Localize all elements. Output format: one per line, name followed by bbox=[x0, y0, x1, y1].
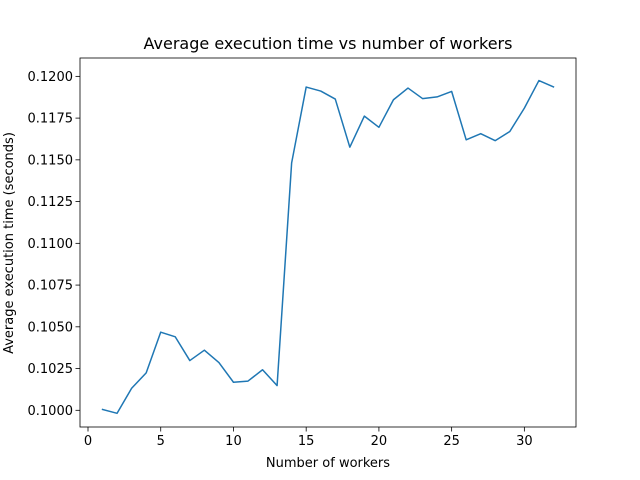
y-tick-label-4: 0.1100 bbox=[28, 237, 74, 252]
plot-area: 0 5 10 15 20 25 30 0.1000 0.1025 0.1050 0.1075 0.11… bbox=[28, 57, 577, 449]
x-tick-label-0: 0 bbox=[84, 434, 92, 449]
x-tick-label-25: 25 bbox=[443, 434, 460, 449]
chart-title: Average execution time vs number of work… bbox=[144, 34, 513, 53]
y-tick-label-7: 0.1175 bbox=[28, 112, 74, 127]
x-tick-label-20: 20 bbox=[371, 434, 388, 449]
y-tick-label-0: 0.1000 bbox=[28, 404, 74, 419]
x-tick-label-15: 15 bbox=[298, 434, 315, 449]
series-line-0 bbox=[101, 79, 555, 415]
x-tick-label-5: 5 bbox=[157, 434, 165, 449]
y-axis-label: Average execution time (seconds) bbox=[2, 132, 17, 354]
y-tick-label-5: 0.1125 bbox=[28, 195, 74, 210]
plot-frame bbox=[79, 57, 577, 428]
y-tick-label-2: 0.1050 bbox=[28, 320, 74, 335]
y-tick-label-1: 0.1025 bbox=[28, 362, 74, 377]
y-tick-label-8: 0.1200 bbox=[28, 70, 74, 85]
x-tick-label-30: 30 bbox=[516, 434, 533, 449]
x-axis-label: Number of workers bbox=[266, 456, 390, 471]
y-tick-label-6: 0.1150 bbox=[28, 153, 74, 168]
x-tick-label-10: 10 bbox=[225, 434, 242, 449]
y-tick-label-3: 0.1075 bbox=[28, 279, 74, 294]
